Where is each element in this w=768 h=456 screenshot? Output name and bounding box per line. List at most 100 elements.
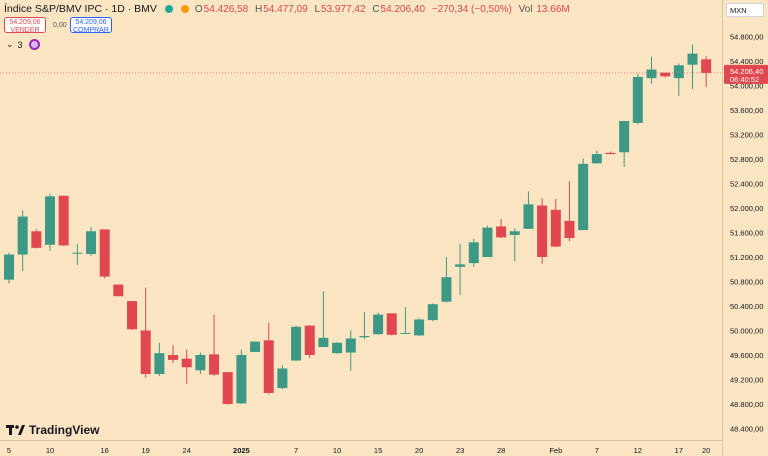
high-value: 54.477,09: [263, 3, 308, 15]
candle-body: [537, 205, 548, 257]
candle-body: [291, 326, 302, 361]
y-tick-label: 53.200,00: [730, 131, 763, 140]
y-tick-label: 53.600,00: [730, 106, 763, 115]
candle-body: [400, 332, 411, 334]
x-tick-label: Feb: [549, 446, 562, 455]
tradingview-logo[interactable]: TradingView: [6, 423, 99, 437]
x-tick-label: 12: [634, 446, 642, 455]
candle-body: [72, 252, 83, 254]
candle-body: [687, 53, 698, 65]
candle-body: [181, 358, 192, 368]
x-tick-label: 7: [294, 446, 298, 455]
candle-body: [455, 264, 466, 267]
candle-body: [58, 195, 69, 246]
candle-body: [496, 226, 507, 238]
y-tick-label: 54.000,00: [730, 82, 763, 91]
brand-name: TradingView: [29, 423, 100, 437]
volume-value: 13.66M: [536, 3, 570, 15]
candle-body: [209, 354, 220, 375]
candle-body: [263, 340, 274, 393]
x-tick-label: 7: [595, 446, 599, 455]
current-price-label: 54.206,40: [730, 67, 763, 76]
candle-body: [113, 284, 124, 297]
candle-body: [550, 209, 561, 247]
sell-label: VENDER: [10, 27, 40, 34]
spread-value: 0,00: [53, 22, 67, 29]
candle-body: [127, 301, 138, 330]
candle-body: [86, 231, 97, 254]
y-tick-label: 49.600,00: [730, 351, 763, 360]
sell-button[interactable]: 54.209,06 VENDER: [4, 17, 46, 34]
candle-body: [373, 314, 384, 335]
chart-header: Índice S&P/BMV IPC · 1D · BMV O54.426,58…: [4, 3, 570, 15]
currency-selector[interactable]: MXN: [726, 3, 764, 17]
y-tick-label: 54.400,00: [730, 57, 763, 66]
candle-body: [31, 231, 42, 248]
indicator-count: 3: [17, 39, 23, 50]
x-tick-label: 19: [142, 446, 150, 455]
y-tick-label: 52.400,00: [730, 180, 763, 189]
candle-body: [154, 353, 165, 374]
candle-body: [564, 220, 575, 239]
y-tick-label: 50.400,00: [730, 302, 763, 311]
buy-label: COMPRAR: [73, 27, 109, 34]
y-tick-label: 50.800,00: [730, 278, 763, 287]
candle-body: [427, 304, 438, 321]
x-tick-label: 16: [101, 446, 109, 455]
indicators-toggle[interactable]: ⌄ 3: [6, 39, 40, 50]
candle-body: [482, 227, 493, 257]
candle-body: [646, 69, 657, 79]
candle-body: [236, 355, 247, 404]
market-status-icon: [164, 5, 173, 13]
candle-body: [4, 254, 14, 280]
buy-button[interactable]: 54.209,06 COMPRAR: [70, 17, 112, 34]
data-status-icon: [180, 5, 189, 13]
y-tick-label: 51.200,00: [730, 253, 763, 262]
y-tick-label: 50.000,00: [730, 327, 763, 336]
candle-body: [318, 337, 329, 348]
chevron-down-icon: ⌄: [6, 39, 14, 49]
candle-body: [632, 76, 643, 123]
candle-body: [345, 338, 356, 353]
tradingview-logo-icon: [6, 425, 25, 435]
candle-body: [277, 368, 288, 389]
ohlc-readout: O54.426,58 H54.477,09 L53.977,42 C54.206…: [194, 3, 570, 15]
y-tick-label: 48.400,00: [730, 425, 763, 434]
sell-price: 54.209,06: [9, 19, 41, 26]
y-tick-label: 54.800,00: [730, 33, 763, 42]
x-tick-label: 2025: [233, 446, 250, 455]
countdown-label: 06:40:52: [730, 75, 759, 84]
candle-body: [441, 277, 452, 302]
candle-body: [660, 72, 671, 77]
candle-body: [17, 216, 28, 255]
close-value: 54.206,40: [380, 3, 426, 15]
low-value: 53.977,42: [321, 3, 366, 15]
x-tick-label: 20: [415, 446, 423, 455]
candle-body: [168, 355, 179, 360]
x-tick-label: 15: [374, 446, 382, 455]
candle-body: [619, 121, 630, 153]
x-tick-label: 10: [333, 446, 341, 455]
candle-body: [195, 355, 206, 371]
candle-body: [99, 229, 110, 277]
buy-price: 54.209,06: [75, 19, 107, 26]
x-tick-label: 20: [702, 446, 710, 455]
candle-body: [578, 163, 589, 231]
candle-body: [140, 330, 151, 374]
candle-body: [591, 154, 602, 164]
candle-body: [222, 372, 233, 404]
y-tick-label: 49.200,00: [730, 376, 763, 385]
y-tick-label: 52.800,00: [730, 155, 763, 164]
x-tick-label: 5: [7, 446, 11, 455]
candle-body: [673, 65, 684, 79]
indicator-icon: [28, 39, 40, 50]
candle-body: [523, 204, 534, 229]
y-tick-label: 51.600,00: [730, 229, 763, 238]
price-label-box: [724, 64, 768, 84]
change-value: −270,34 (−0,50%): [431, 3, 512, 15]
x-tick-label: 24: [183, 446, 191, 455]
candle-body: [359, 336, 370, 338]
symbol-title[interactable]: Índice S&P/BMV IPC · 1D · BMV: [4, 3, 157, 15]
